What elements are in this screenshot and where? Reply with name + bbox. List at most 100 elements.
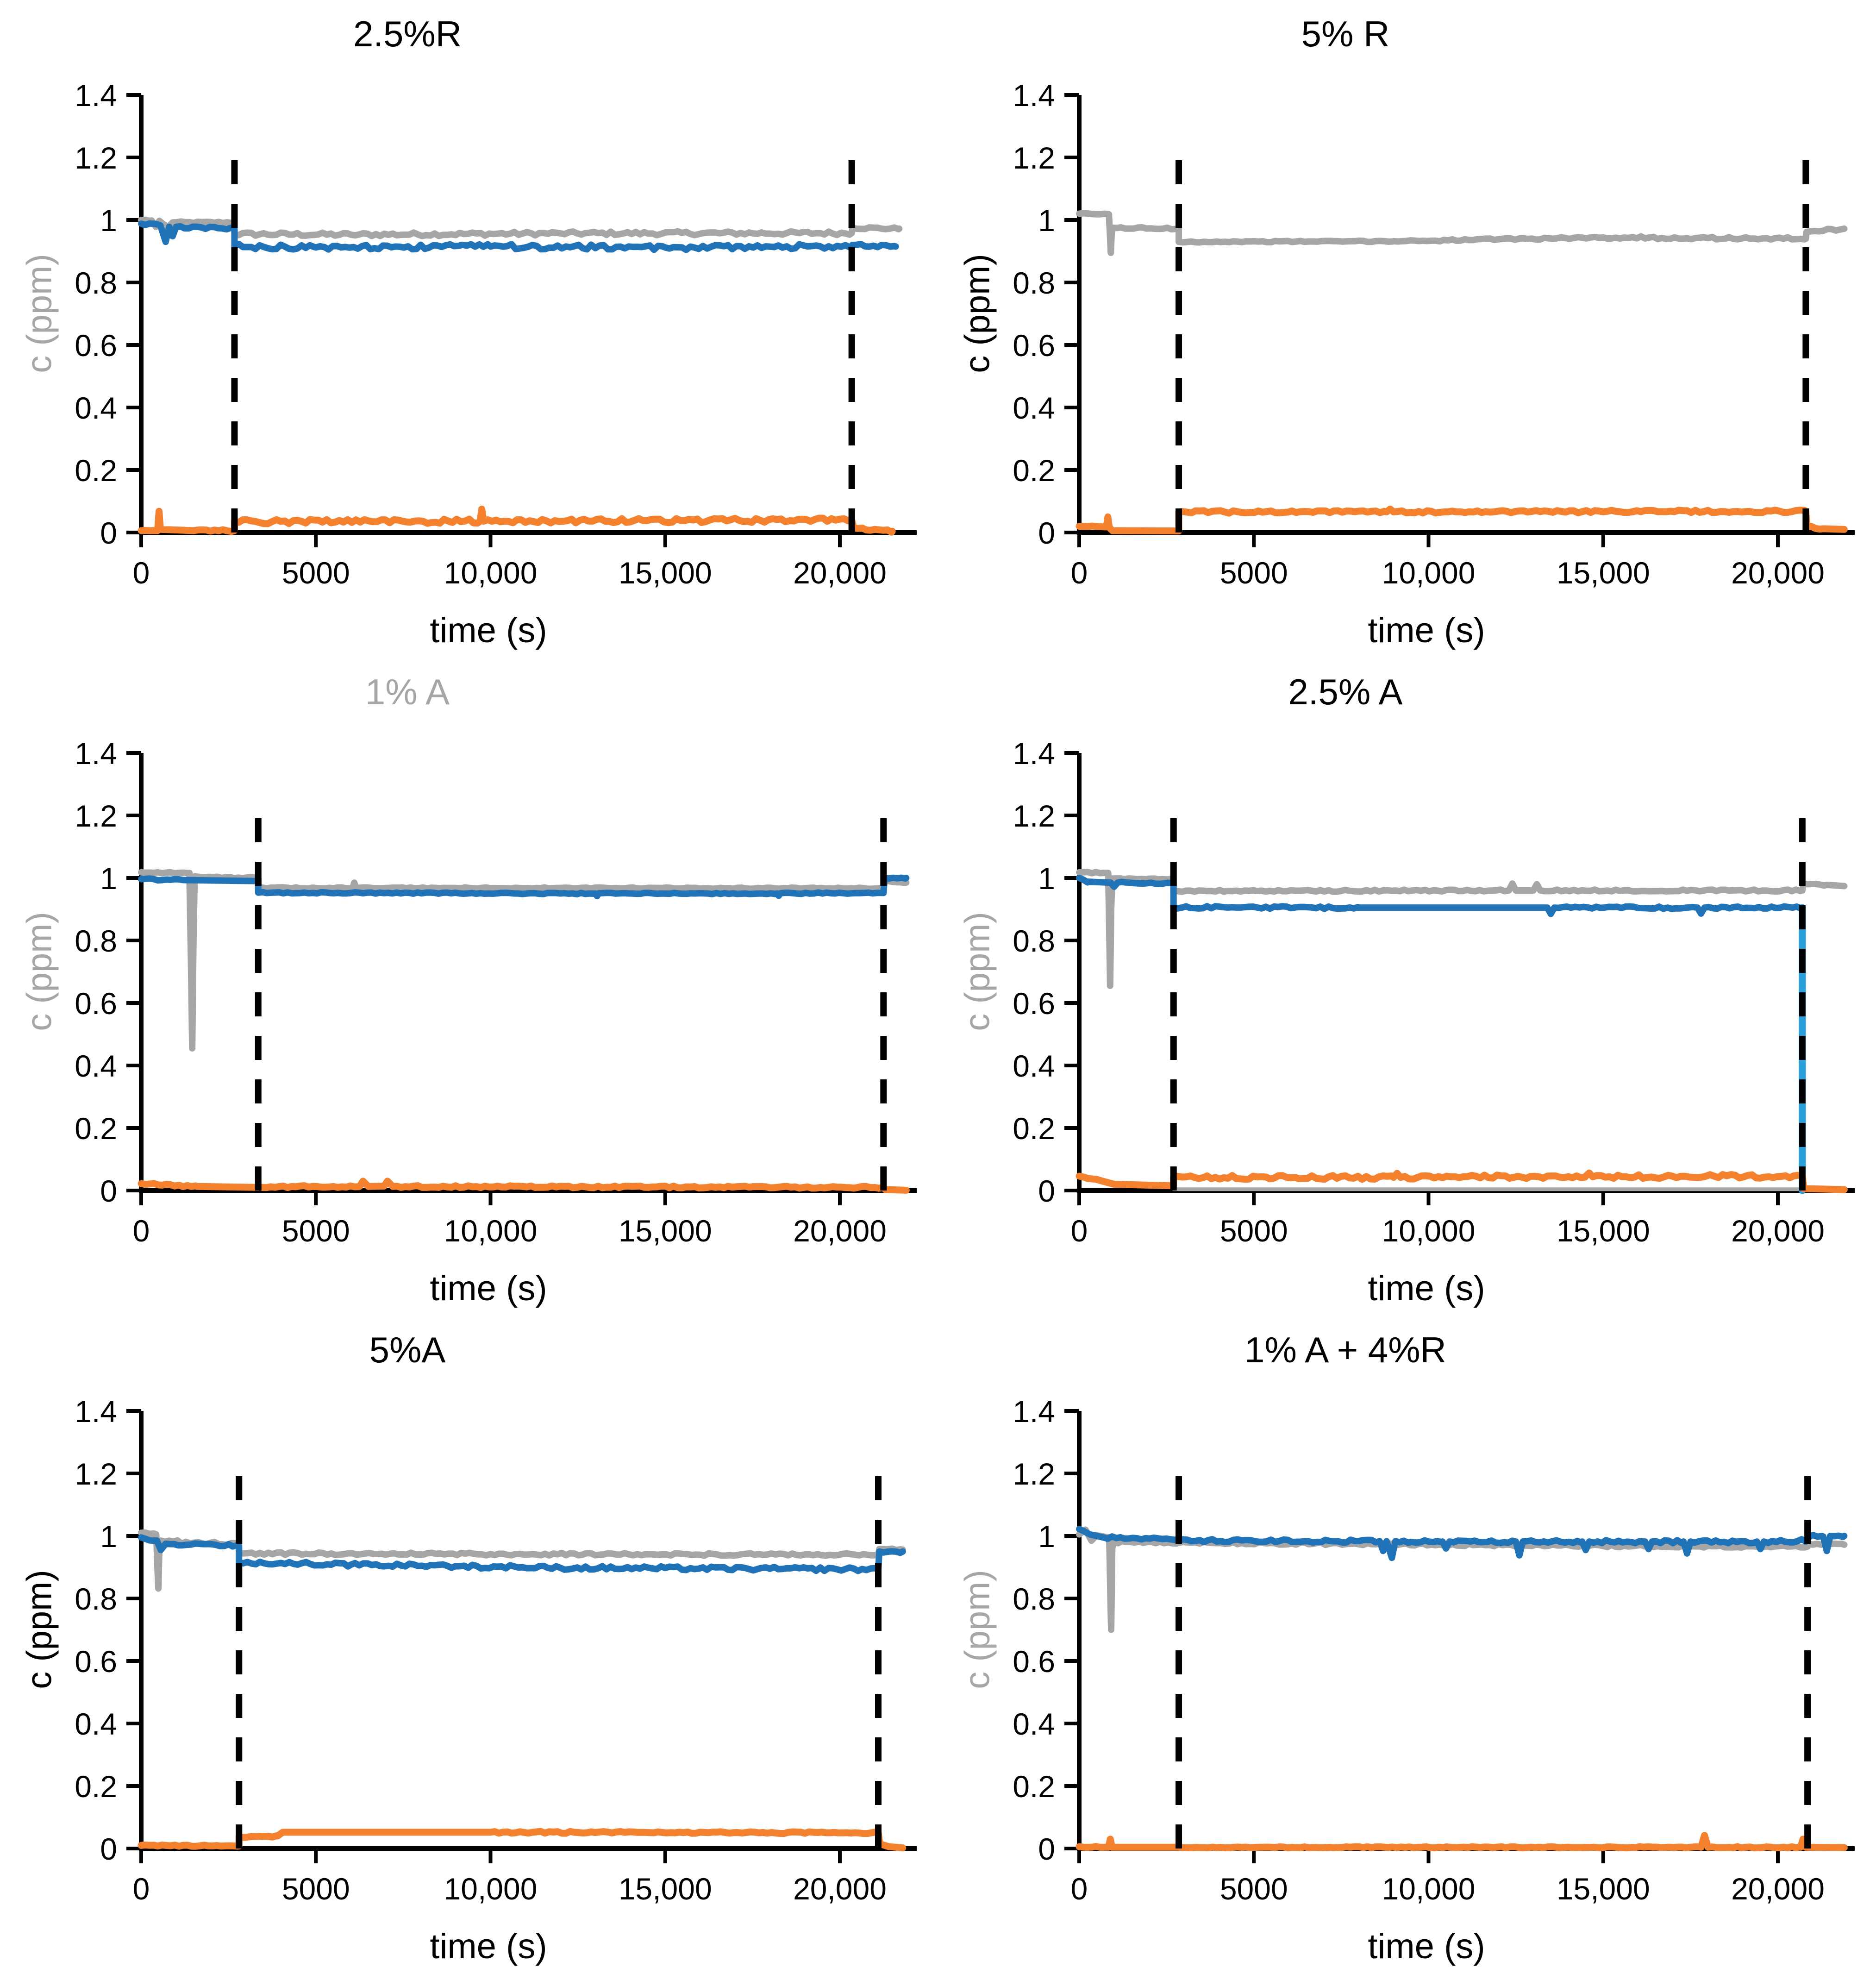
chart-panel-5pR: 5% R c (ppm) 0 0.2 0.4 0.6 0.8 1 1.2 1.4 0 5000 10… bbox=[938, 0, 1876, 658]
svg-text:0.6: 0.6 bbox=[75, 986, 117, 1021]
plot-area: 0 0.2 0.4 0.6 0.8 1 1.2 1.4 0 5000 10,000 15,000 20,… bbox=[75, 1394, 917, 1906]
svg-text:0.6: 0.6 bbox=[75, 328, 117, 363]
svg-text:0: 0 bbox=[1038, 1174, 1055, 1208]
chart-panel-5pA: 5%A c (ppm) 0 0.2 0.4 0.6 0.8 1 1.2 1.4 0 5000 10,… bbox=[0, 1316, 938, 1974]
x-axis-label: time (s) bbox=[430, 1927, 547, 1966]
svg-text:20,000: 20,000 bbox=[793, 556, 887, 590]
svg-text:0: 0 bbox=[100, 516, 117, 550]
svg-text:10,000: 10,000 bbox=[1382, 1872, 1476, 1906]
svg-text:1.2: 1.2 bbox=[1013, 141, 1055, 175]
svg-text:20,000: 20,000 bbox=[1731, 1214, 1825, 1248]
svg-text:15,000: 15,000 bbox=[619, 556, 712, 590]
svg-text:20,000: 20,000 bbox=[793, 1872, 887, 1906]
svg-text:10,000: 10,000 bbox=[1382, 556, 1476, 590]
svg-text:0.4: 0.4 bbox=[75, 1707, 117, 1741]
svg-text:0.8: 0.8 bbox=[1013, 1582, 1055, 1616]
svg-text:0: 0 bbox=[133, 1872, 150, 1906]
chart-title: 1% A + 4%R bbox=[1244, 1329, 1446, 1370]
x-axis-label: time (s) bbox=[430, 1269, 547, 1308]
svg-text:0.8: 0.8 bbox=[75, 266, 117, 300]
chart-panel-1pA: 1% A c (ppm) 0 0.2 0.4 0.6 0.8 1 1.2 1.4 0 5000 10… bbox=[0, 658, 938, 1316]
svg-text:0: 0 bbox=[133, 1214, 150, 1248]
svg-text:0.2: 0.2 bbox=[75, 453, 117, 488]
chart-title: 2.5%R bbox=[353, 13, 462, 54]
svg-text:5000: 5000 bbox=[282, 1214, 350, 1248]
svg-text:1.4: 1.4 bbox=[1013, 736, 1055, 771]
svg-text:15,000: 15,000 bbox=[619, 1214, 712, 1248]
svg-text:10,000: 10,000 bbox=[444, 1214, 538, 1248]
svg-text:5000: 5000 bbox=[1220, 556, 1288, 590]
svg-text:0.2: 0.2 bbox=[1013, 1111, 1055, 1146]
svg-text:20,000: 20,000 bbox=[1731, 556, 1825, 590]
svg-text:5000: 5000 bbox=[1220, 1214, 1288, 1248]
chart-title: 5% R bbox=[1301, 13, 1390, 54]
svg-text:1.4: 1.4 bbox=[75, 736, 117, 771]
chart-title: 5%A bbox=[369, 1329, 446, 1370]
svg-text:0.4: 0.4 bbox=[1013, 1707, 1055, 1741]
x-axis-label: time (s) bbox=[1368, 1927, 1485, 1966]
svg-text:0.2: 0.2 bbox=[75, 1111, 117, 1146]
svg-text:1.2: 1.2 bbox=[1013, 1457, 1055, 1491]
svg-text:15,000: 15,000 bbox=[1557, 1214, 1650, 1248]
svg-text:0: 0 bbox=[1071, 556, 1088, 590]
svg-text:0.8: 0.8 bbox=[1013, 266, 1055, 300]
svg-text:1.2: 1.2 bbox=[75, 141, 117, 175]
svg-text:0.4: 0.4 bbox=[75, 391, 117, 425]
svg-text:1.4: 1.4 bbox=[1013, 1394, 1055, 1429]
svg-text:0: 0 bbox=[1038, 1832, 1055, 1866]
svg-text:20,000: 20,000 bbox=[793, 1214, 887, 1248]
chart-panel-2.5pR: 2.5%R c (ppm) 0 0.2 0.4 0.6 0.8 1 1.2 1.4 0 5000 1… bbox=[0, 0, 938, 658]
svg-text:0.4: 0.4 bbox=[75, 1049, 117, 1083]
svg-text:10,000: 10,000 bbox=[444, 1872, 538, 1906]
svg-text:0: 0 bbox=[1038, 516, 1055, 550]
svg-text:0.4: 0.4 bbox=[1013, 391, 1055, 425]
svg-text:1.2: 1.2 bbox=[1013, 799, 1055, 833]
svg-text:0.2: 0.2 bbox=[1013, 453, 1055, 488]
x-axis-label: time (s) bbox=[430, 611, 547, 650]
svg-text:0.6: 0.6 bbox=[1013, 986, 1055, 1021]
svg-text:1: 1 bbox=[100, 1519, 117, 1554]
svg-text:0: 0 bbox=[100, 1174, 117, 1208]
svg-text:0: 0 bbox=[1071, 1214, 1088, 1248]
svg-text:10,000: 10,000 bbox=[1382, 1214, 1476, 1248]
chart-title: 1% A bbox=[365, 671, 450, 712]
svg-text:0.6: 0.6 bbox=[75, 1644, 117, 1679]
svg-text:1.2: 1.2 bbox=[75, 1457, 117, 1491]
chart-title: 2.5% A bbox=[1288, 671, 1403, 712]
svg-text:0.2: 0.2 bbox=[1013, 1769, 1055, 1804]
svg-text:1: 1 bbox=[1038, 1519, 1055, 1554]
svg-text:15,000: 15,000 bbox=[1557, 1872, 1650, 1906]
svg-text:0.6: 0.6 bbox=[1013, 1644, 1055, 1679]
plot-area: 0 0.2 0.4 0.6 0.8 1 1.2 1.4 0 5000 10,000 15,000 20,… bbox=[1013, 1394, 1855, 1906]
svg-text:1.2: 1.2 bbox=[75, 799, 117, 833]
svg-text:1: 1 bbox=[1038, 203, 1055, 238]
svg-text:1.4: 1.4 bbox=[75, 78, 117, 113]
chart-panel-1pA-4pR: 1% A + 4%R c (ppm) 0 0.2 0.4 0.6 0.8 1 1.2 1.4 0… bbox=[938, 1316, 1876, 1974]
svg-text:0: 0 bbox=[1071, 1872, 1088, 1906]
svg-text:1.4: 1.4 bbox=[75, 1394, 117, 1429]
x-axis-label: time (s) bbox=[1368, 1269, 1485, 1308]
svg-text:0.4: 0.4 bbox=[1013, 1049, 1055, 1083]
svg-text:15,000: 15,000 bbox=[619, 1872, 712, 1906]
plot-area: 0 0.2 0.4 0.6 0.8 1 1.2 1.4 0 5000 10,000 15,000 20,… bbox=[75, 736, 917, 1248]
svg-text:1: 1 bbox=[100, 861, 117, 896]
plot-area: 0 0.2 0.4 0.6 0.8 1 1.2 1.4 0 5000 10,000 15,000 20,… bbox=[1013, 78, 1855, 590]
svg-text:0: 0 bbox=[100, 1832, 117, 1866]
svg-text:5000: 5000 bbox=[1220, 1872, 1288, 1906]
svg-text:0.6: 0.6 bbox=[1013, 328, 1055, 363]
svg-text:0.8: 0.8 bbox=[1013, 924, 1055, 958]
svg-text:0: 0 bbox=[133, 556, 150, 590]
svg-text:5000: 5000 bbox=[282, 1872, 350, 1906]
x-axis-label: time (s) bbox=[1368, 611, 1485, 650]
plot-area: 0 0.2 0.4 0.6 0.8 1 1.2 1.4 0 5000 10,000 15,000 20,… bbox=[1013, 736, 1855, 1248]
svg-text:0.8: 0.8 bbox=[75, 924, 117, 958]
svg-text:0.8: 0.8 bbox=[75, 1582, 117, 1616]
svg-text:10,000: 10,000 bbox=[444, 556, 538, 590]
svg-text:0.2: 0.2 bbox=[75, 1769, 117, 1804]
svg-text:1: 1 bbox=[1038, 861, 1055, 896]
svg-text:15,000: 15,000 bbox=[1557, 556, 1650, 590]
svg-text:1: 1 bbox=[100, 203, 117, 238]
svg-text:5000: 5000 bbox=[282, 556, 350, 590]
svg-text:1.4: 1.4 bbox=[1013, 78, 1055, 113]
